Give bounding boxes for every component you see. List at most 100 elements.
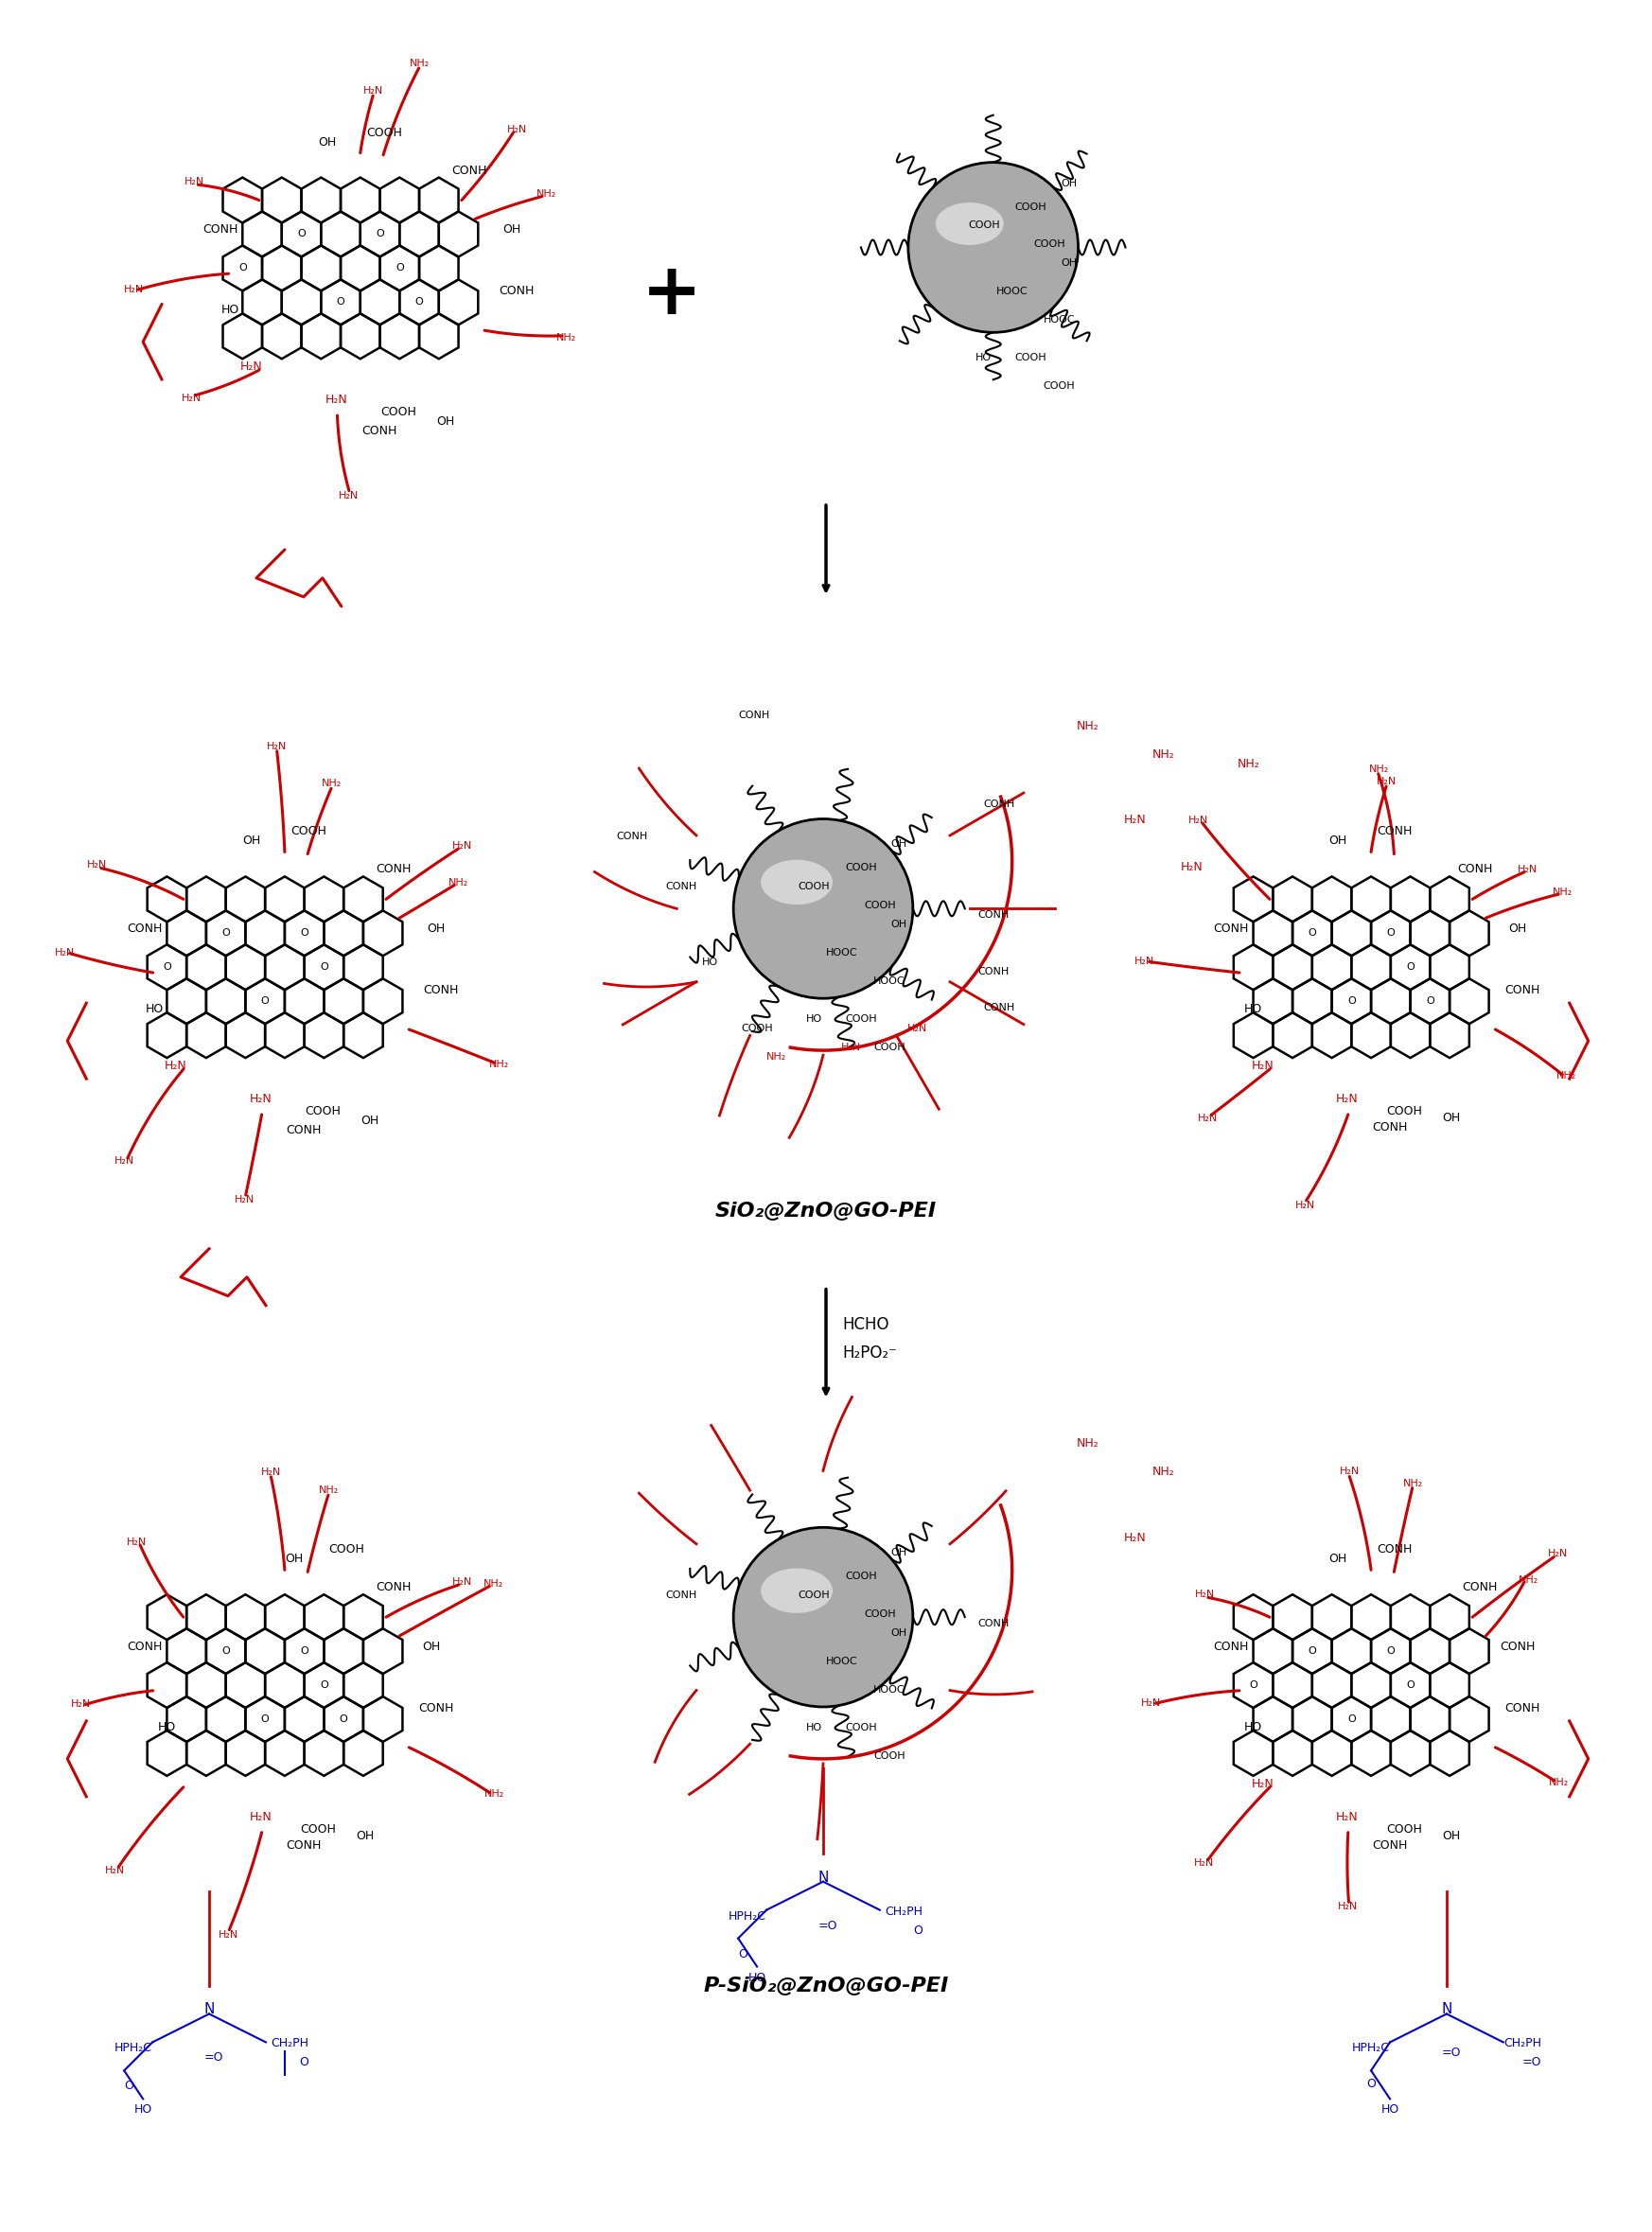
Text: OH: OH: [286, 1553, 304, 1565]
Text: HO: HO: [134, 2103, 152, 2116]
Text: HPH₂C: HPH₂C: [114, 2042, 152, 2053]
Text: OH: OH: [1328, 835, 1346, 848]
Text: CONH: CONH: [978, 1618, 1009, 1629]
Text: H₂PO₂⁻: H₂PO₂⁻: [843, 1344, 897, 1362]
Text: NH₂: NH₂: [322, 779, 342, 788]
Text: H₂N: H₂N: [249, 1094, 273, 1105]
Circle shape: [733, 819, 914, 998]
Text: NH₂: NH₂: [1077, 719, 1099, 732]
Text: OH: OH: [890, 1549, 907, 1558]
Text: O: O: [1249, 1681, 1257, 1690]
Text: CONH: CONH: [203, 223, 238, 237]
Text: NH₂: NH₂: [410, 58, 430, 69]
Text: CONH: CONH: [362, 424, 396, 437]
Text: O: O: [415, 297, 423, 308]
Text: CONH: CONH: [616, 833, 648, 841]
Text: O: O: [1366, 2078, 1376, 2091]
Text: H₂N: H₂N: [1135, 958, 1155, 966]
Text: O: O: [339, 1714, 349, 1723]
Text: HOOC: HOOC: [1044, 315, 1075, 326]
Text: NH₂: NH₂: [1237, 757, 1259, 770]
Text: H₂N: H₂N: [1336, 1810, 1358, 1824]
Text: CONH: CONH: [1373, 1839, 1408, 1850]
Text: OH: OH: [1442, 1830, 1460, 1841]
Text: H₂N: H₂N: [507, 125, 527, 134]
Text: CONH: CONH: [1505, 1703, 1540, 1714]
Text: COOH: COOH: [291, 826, 325, 837]
Text: H₂N: H₂N: [1123, 1531, 1146, 1545]
Text: H₂N: H₂N: [1180, 862, 1203, 873]
Text: H₂N: H₂N: [261, 1466, 281, 1478]
Text: COOH: COOH: [1044, 382, 1075, 391]
Text: H₂N: H₂N: [451, 841, 472, 850]
Text: NH₂: NH₂: [1151, 748, 1175, 761]
Text: HOOC: HOOC: [874, 1685, 905, 1694]
Text: HO: HO: [1244, 1002, 1262, 1016]
Text: NH₂: NH₂: [484, 1580, 504, 1589]
Text: H₂N: H₂N: [453, 1578, 472, 1587]
Text: CONH: CONH: [451, 165, 487, 176]
Text: O: O: [221, 1647, 230, 1656]
Text: O: O: [914, 1924, 922, 1937]
Text: CONH: CONH: [127, 922, 162, 935]
Text: NH₂: NH₂: [1556, 1071, 1578, 1080]
Text: H₂N: H₂N: [241, 362, 263, 373]
Text: O: O: [238, 263, 246, 272]
Text: COOH: COOH: [304, 1105, 340, 1118]
Text: COOH: COOH: [1014, 203, 1047, 212]
Text: CONH: CONH: [1214, 922, 1249, 935]
Text: H₂N: H₂N: [127, 1538, 147, 1547]
Text: OH: OH: [1061, 259, 1077, 268]
Text: CONH: CONH: [978, 966, 1009, 978]
Text: COOH: COOH: [1014, 353, 1047, 362]
Text: COOH: COOH: [798, 882, 829, 891]
Text: H₂N: H₂N: [88, 859, 107, 870]
Text: NH₂: NH₂: [1151, 1466, 1175, 1478]
Text: CONH: CONH: [666, 1591, 697, 1600]
Text: HO: HO: [702, 958, 719, 966]
Text: O: O: [297, 230, 306, 239]
Text: O: O: [395, 263, 403, 272]
Text: HO: HO: [145, 1002, 164, 1016]
Text: CONH: CONH: [1505, 984, 1540, 995]
Text: COOH: COOH: [846, 864, 877, 873]
Text: O: O: [301, 929, 309, 937]
Text: H₂N: H₂N: [55, 949, 74, 958]
Text: O: O: [1308, 1647, 1317, 1656]
Ellipse shape: [762, 1569, 833, 1614]
Text: CONH: CONH: [1462, 1580, 1497, 1594]
Text: COOH: COOH: [380, 406, 416, 417]
Text: OH: OH: [1442, 1112, 1460, 1125]
Text: H₂N: H₂N: [1518, 864, 1538, 873]
Text: CONH: CONH: [423, 984, 458, 995]
Text: H₂N: H₂N: [841, 1042, 862, 1051]
Text: H₂N: H₂N: [1295, 1201, 1315, 1210]
Text: CONH: CONH: [738, 710, 770, 719]
Text: CONH: CONH: [286, 1125, 320, 1136]
Text: HCHO: HCHO: [843, 1317, 889, 1333]
Text: OH: OH: [319, 136, 337, 147]
Text: CONH: CONH: [1457, 864, 1493, 875]
Text: O: O: [221, 929, 230, 937]
Text: NH₂: NH₂: [319, 1487, 339, 1495]
Circle shape: [909, 163, 1079, 333]
Text: NH₂: NH₂: [1548, 1777, 1569, 1788]
Text: H₂N: H₂N: [1194, 1857, 1214, 1868]
Text: OH: OH: [436, 415, 454, 429]
Text: HOOC: HOOC: [996, 288, 1028, 297]
Ellipse shape: [762, 859, 833, 904]
Text: COOH: COOH: [1386, 1824, 1422, 1835]
Text: O: O: [320, 962, 329, 971]
Text: COOH: COOH: [874, 1752, 905, 1761]
Text: H₂N: H₂N: [124, 283, 144, 295]
Text: OH: OH: [243, 835, 261, 848]
Text: H₂N: H₂N: [1251, 1777, 1274, 1790]
Text: H₂N: H₂N: [1548, 1549, 1568, 1558]
Text: COOH: COOH: [798, 1591, 829, 1600]
Text: H₂N: H₂N: [339, 491, 358, 500]
Text: N: N: [203, 2002, 215, 2018]
Text: CONH: CONH: [1378, 826, 1412, 837]
Text: OH: OH: [355, 1830, 373, 1841]
Text: OH: OH: [890, 920, 907, 929]
Text: HO: HO: [221, 304, 240, 317]
